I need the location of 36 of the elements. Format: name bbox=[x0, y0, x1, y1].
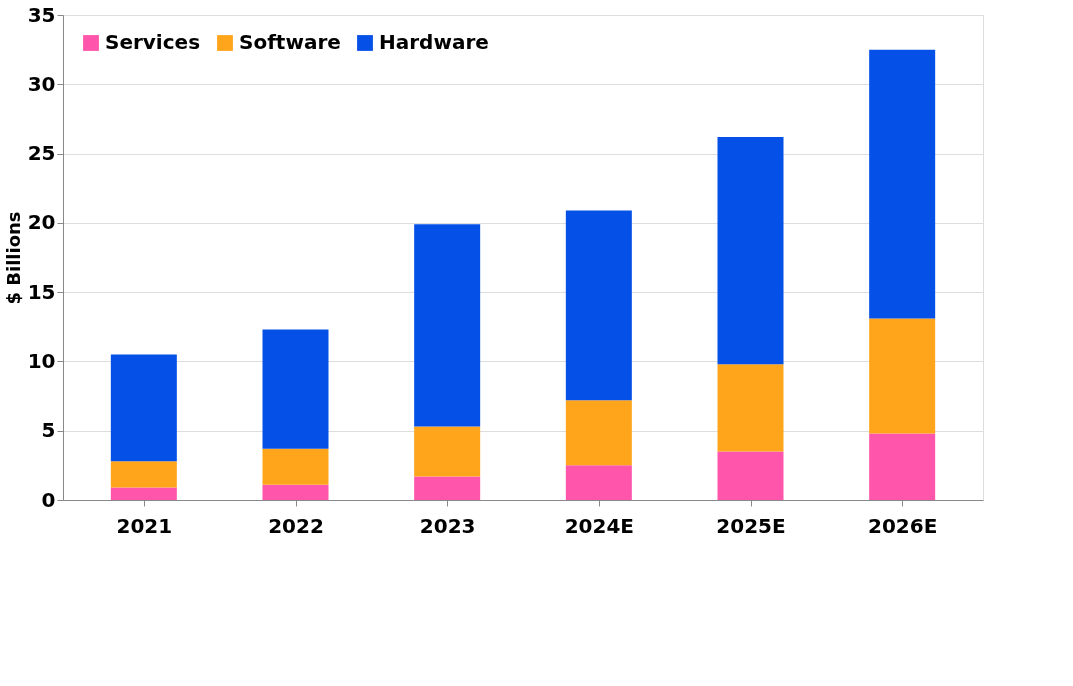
bar bbox=[110, 487, 177, 500]
bar bbox=[565, 210, 632, 401]
x-tick-label: 2024E bbox=[564, 513, 634, 538]
bar bbox=[414, 224, 481, 427]
y-tick-label: 35 bbox=[27, 2, 56, 27]
bar bbox=[565, 465, 632, 500]
y-tick-label: 25 bbox=[27, 141, 56, 166]
bar bbox=[414, 476, 481, 500]
bar bbox=[869, 49, 936, 319]
bar bbox=[565, 400, 632, 466]
x-tick-label: 2025E bbox=[716, 513, 786, 538]
bar bbox=[717, 364, 784, 452]
bar bbox=[262, 484, 329, 500]
x-tick-label: 2023 bbox=[419, 513, 476, 538]
bar bbox=[262, 448, 329, 485]
y-tick-label: 20 bbox=[27, 210, 56, 235]
bar bbox=[717, 451, 784, 500]
bar bbox=[414, 426, 481, 477]
x-tick-label: 2026E bbox=[868, 513, 938, 538]
y-tick-label: 15 bbox=[27, 279, 56, 304]
y-tick-label: 5 bbox=[41, 418, 56, 443]
legend-label: Hardware bbox=[379, 30, 489, 54]
x-tick-label: 2022 bbox=[268, 513, 324, 538]
bar bbox=[110, 354, 177, 462]
legend-label: Software bbox=[239, 30, 341, 54]
x-tick-label: 2021 bbox=[116, 513, 173, 538]
bar bbox=[869, 318, 936, 434]
bar bbox=[869, 433, 936, 500]
legend-label: Services bbox=[105, 30, 201, 54]
y-axis-title: $ Billions bbox=[2, 211, 24, 305]
y-tick-label: 10 bbox=[27, 348, 56, 373]
y-tick-label: 30 bbox=[27, 71, 56, 96]
y-tick-label: 0 bbox=[41, 487, 56, 512]
bar bbox=[110, 461, 177, 488]
bar bbox=[717, 136, 784, 365]
bar bbox=[262, 329, 329, 449]
